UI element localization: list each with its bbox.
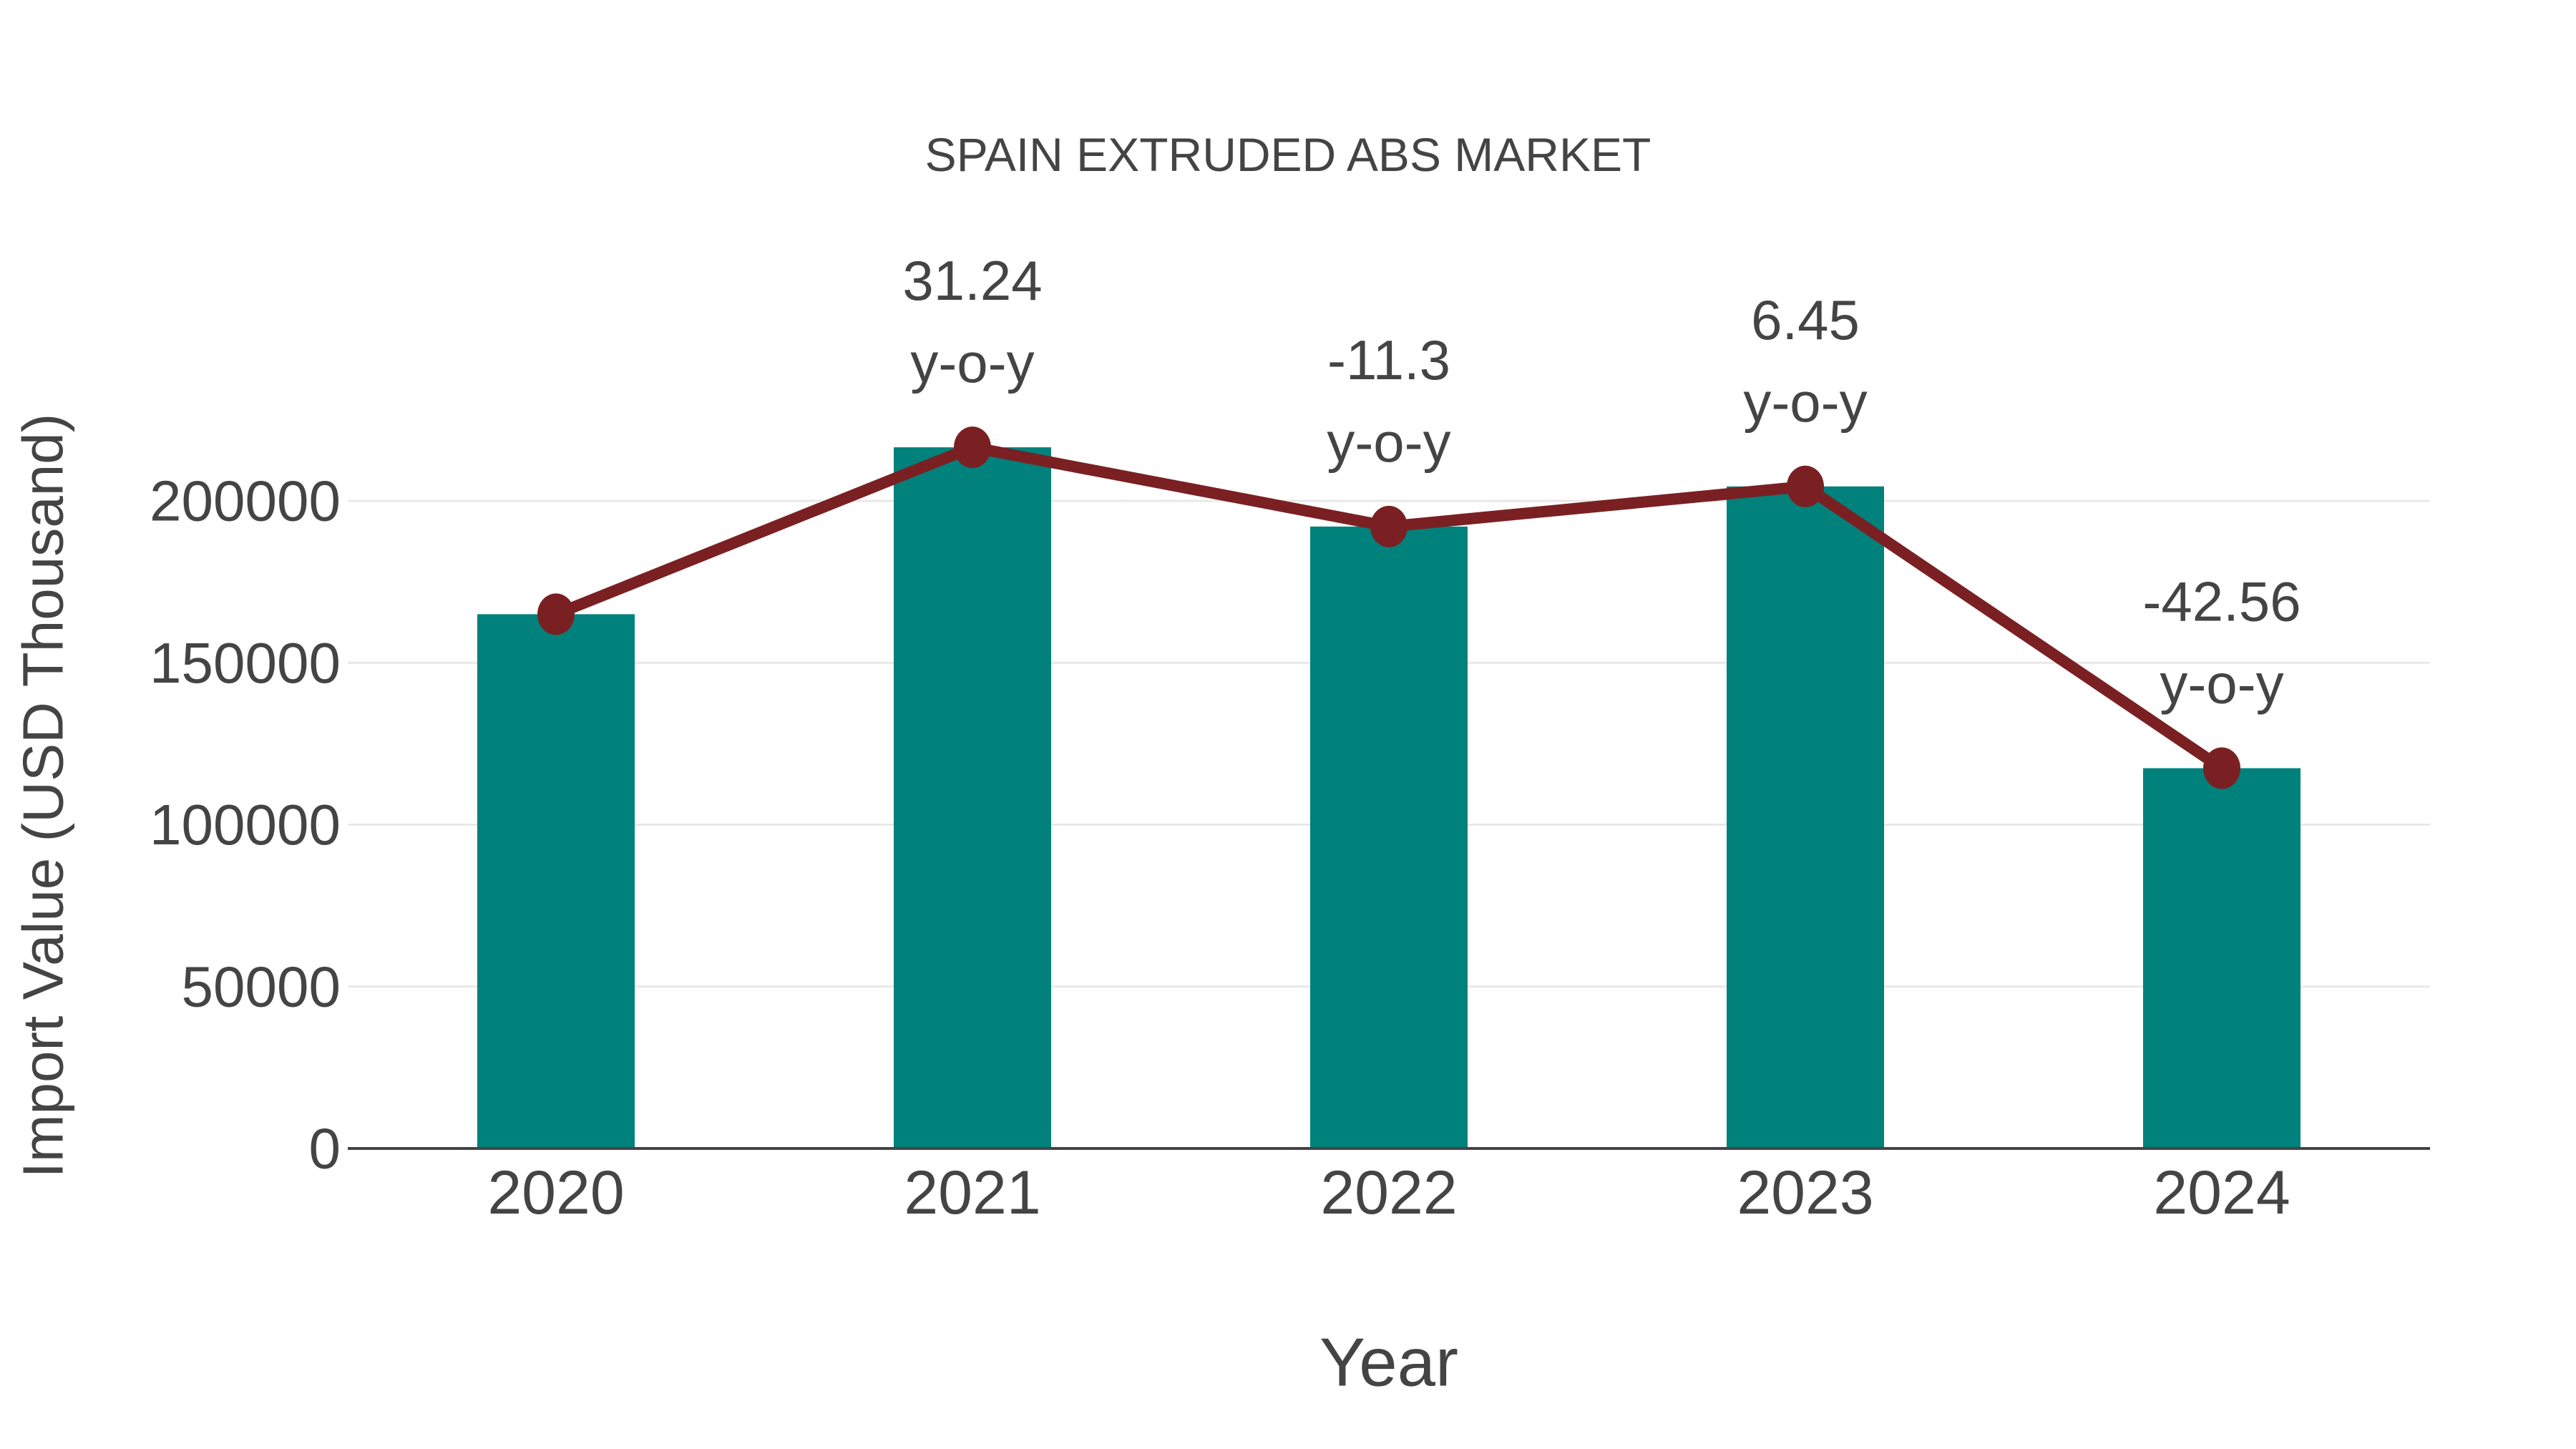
y-tick-label-200000: 200000: [150, 469, 341, 533]
bar-2021: [894, 447, 1051, 1148]
x-tick-label-2021: 2021: [904, 1158, 1040, 1227]
x-axis-title: Year: [1319, 1324, 1458, 1401]
bar-2024: [2143, 768, 2301, 1148]
annotations-layer: 31.24 y-o-y -11.3 y-o-y 6.45 y-o-y -42.56 y-o-y: [902, 249, 2301, 715]
bar-2022: [1310, 526, 1468, 1148]
x-tick-label-2024: 2024: [2153, 1158, 2290, 1227]
annotation-label-2023: y-o-y: [1743, 371, 1867, 434]
bars-layer: [477, 447, 2301, 1148]
chart-title: SPAIN EXTRUDED ABS MARKET: [925, 128, 1652, 181]
line-series-layer: [537, 426, 2240, 789]
x-tick-label-2023: 2023: [1737, 1158, 1873, 1227]
annotation-value-2021: 31.24: [902, 249, 1042, 312]
x-tick-label-2020: 2020: [487, 1158, 624, 1227]
y-axis-title: Import Value (USD Thousand): [11, 414, 75, 1179]
yoy-marker-2024: [2203, 747, 2240, 789]
yoy-marker-2023: [1787, 465, 1824, 507]
bar-2020: [477, 614, 635, 1148]
annotation-value-2024: -42.56: [2142, 570, 2301, 633]
annotation-label-2022: y-o-y: [1327, 411, 1450, 474]
yoy-marker-2022: [1370, 505, 1407, 547]
y-tick-label-150000: 150000: [150, 631, 341, 695]
tick-labels-layer: 0 50000 100000 150000 200000 2020 2021 2022 2023…: [150, 469, 2290, 1228]
x-tick-label-2022: 2022: [1320, 1158, 1457, 1227]
yoy-marker-2020: [537, 593, 575, 635]
annotation-value-2022: -11.3: [1327, 328, 1450, 391]
y-tick-label-0: 0: [309, 1117, 341, 1181]
annotation-value-2023: 6.45: [1751, 288, 1860, 351]
y-tick-label-100000: 100000: [150, 793, 341, 857]
annotation-label-2021: y-o-y: [910, 331, 1034, 394]
bar-2023: [1727, 486, 1884, 1148]
y-tick-label-50000: 50000: [182, 955, 341, 1018]
yoy-marker-2021: [954, 426, 991, 469]
annotation-label-2024: y-o-y: [2160, 653, 2283, 716]
